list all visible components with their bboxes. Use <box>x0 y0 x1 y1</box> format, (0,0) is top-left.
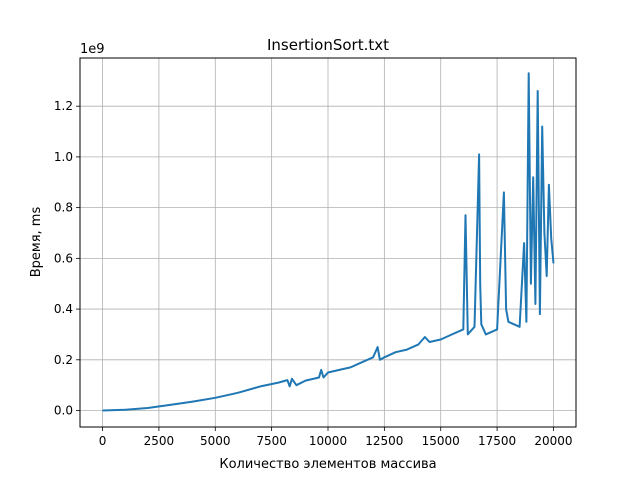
y-offset-label: 1e9 <box>80 42 105 57</box>
series-layer <box>102 72 555 412</box>
y-axis: 0.0 0.2 0.4 0.6 0.8 1.0 1.2 <box>54 99 80 418</box>
y-tick-label: 0.0 <box>54 404 73 418</box>
x-tick-label: 2500 <box>144 434 175 448</box>
x-axis: 0 2500 5000 7500 10000 12500 15000 17500 20000 <box>99 427 573 448</box>
y-tick-label: 1.2 <box>54 99 73 113</box>
x-tick-label: 10000 <box>309 434 347 448</box>
x-tick-label: 7500 <box>256 434 287 448</box>
y-axis-label: Время, ms <box>29 207 44 278</box>
x-tick-label: 12500 <box>365 434 403 448</box>
x-axis-label: Количество элементов массива <box>219 457 436 472</box>
y-tick-label: 0.6 <box>54 251 73 265</box>
x-tick-label: 20000 <box>534 434 572 448</box>
y-tick-label: 0.8 <box>54 201 73 215</box>
x-tick-label: 17500 <box>478 434 516 448</box>
y-tick-label: 0.2 <box>54 353 73 367</box>
x-tick-label: 0 <box>99 434 107 448</box>
y-tick-label: 0.4 <box>54 302 73 316</box>
x-tick-label: 15000 <box>422 434 460 448</box>
grid <box>80 58 576 427</box>
chart-title: InsertionSort.txt <box>267 36 389 54</box>
x-tick-label: 5000 <box>200 434 231 448</box>
y-tick-label: 1.0 <box>54 150 73 164</box>
series-line <box>102 72 555 412</box>
